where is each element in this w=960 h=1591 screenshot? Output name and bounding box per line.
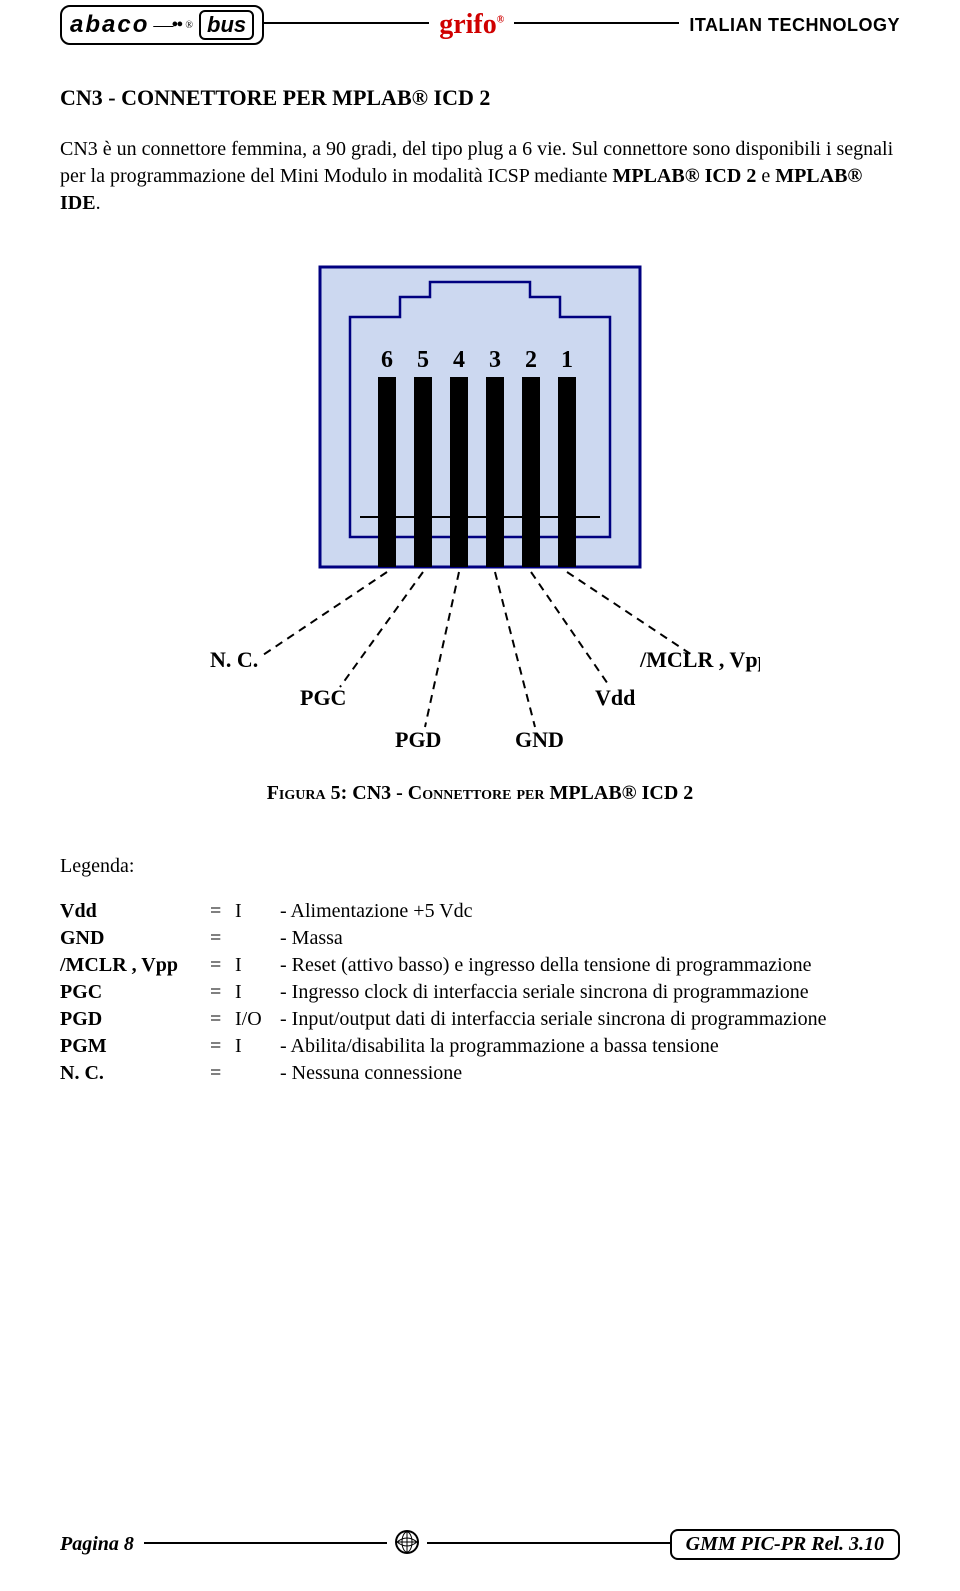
legend-desc: - Abilita/disabilita la programmazione a… [280,1033,900,1060]
logo-box: abaco —•• ® bus [60,5,264,45]
legend-desc: - Ingresso clock di interfaccia seriale … [280,979,900,1006]
legend-eq: = [210,898,235,925]
legend-eq: = [210,1006,235,1033]
figure-caption: Figura 5: CN3 - Connettore per MPLAB® IC… [60,782,900,805]
legend-signal: N. C. [60,1060,210,1087]
legend-io: I [235,979,280,1006]
legend-desc: - Alimentazione +5 Vdc [280,898,900,925]
label-pgd: PGD [395,727,441,752]
legend-desc: - Input/output dati di interfaccia seria… [280,1006,900,1033]
page-footer: Pagina 8 GMM PIC-PR Rel. 3.10 [60,1528,900,1561]
figure-caption-prefix: Figura 5: CN3 - Connettore per [267,782,545,804]
reg-mark-1: ® [185,20,193,31]
pin-num-3: 3 [489,347,501,373]
legend-row: PGC=I- Ingresso clock di interfaccia ser… [60,979,900,1006]
legend-eq: = [210,1033,235,1060]
legend-signal: PGC [60,979,210,1006]
legend-io [235,1060,280,1087]
globe-icon [393,1528,421,1556]
legend-desc: - Nessuna connessione [280,1060,900,1087]
label-vdd: Vdd [595,685,635,710]
label-group: N. C. PGC PGD GND Vdd /MCLR , Vpp [210,647,760,752]
legend-table: Vdd=I- Alimentazione +5 VdcGND=- Massa/M… [60,898,900,1087]
label-gnd: GND [515,727,564,752]
legend-signal: GND [60,925,210,952]
footer-doc: GMM PIC-PR Rel. 3.10 [670,1529,900,1560]
pin-num-1: 1 [561,347,573,373]
figure-caption-suffix: MPLAB® ICD 2 [544,782,693,804]
body-text: CN3 è un connettore femmina, a 90 gradi,… [60,136,900,217]
legend-signal: Vdd [60,898,210,925]
body-end: . [96,192,101,214]
label-mclr: /MCLR , Vpp [639,647,760,672]
legend-row: N. C.= - Nessuna connessione [60,1060,900,1087]
legend-io: I/O [235,1006,280,1033]
legend-eq: = [210,952,235,979]
legend-row: Vdd=I- Alimentazione +5 Vdc [60,898,900,925]
legend-eq: = [210,1060,235,1087]
body-mid: e [756,165,775,187]
logo-bus: bus [207,12,246,37]
logo-abaco: abaco [70,11,149,39]
legend-signal: PGM [60,1033,210,1060]
pin-num-6: 6 [381,347,393,373]
legend-eq: = [210,979,235,1006]
legend-eq: = [210,925,235,952]
connector-diagram: 6 5 4 3 2 1 N. C. PGC PGD GND [60,257,900,757]
legend-row: GND= - Massa [60,925,900,952]
reg-mark-2: ® [497,15,504,26]
label-pgc: PGC [300,685,346,710]
legend-io: I [235,1033,280,1060]
legend-io: I [235,898,280,925]
pin-num-5: 5 [417,347,429,373]
footer-globe [387,1528,427,1561]
logo-dots: —•• [153,14,181,37]
legend-io [235,925,280,952]
legend-desc: - Massa [280,925,900,952]
section-title: CN3 - CONNETTORE PER MPLAB® ICD 2 [60,85,900,111]
center-brand-text: grifo [439,9,497,40]
legend-signal: PGD [60,1006,210,1033]
legend-row: PGM=I- Abilita/disabilita la programmazi… [60,1033,900,1060]
legend-desc: - Reset (attivo basso) e ingresso della … [280,952,900,979]
center-brand: grifo® [429,9,514,41]
pin-num-2: 2 [525,347,537,373]
legend-io: I [235,952,280,979]
legend-row: /MCLR , Vpp=I- Reset (attivo basso) e in… [60,952,900,979]
right-brand: ITALIAN TECHNOLOGY [679,15,900,36]
footer-page: Pagina 8 [60,1533,144,1556]
pin-num-4: 4 [453,347,465,373]
legend-signal: /MCLR , Vpp [60,952,210,979]
connector-svg: 6 5 4 3 2 1 N. C. PGC PGD GND [200,257,760,757]
legend-row: PGD=I/O- Input/output dati di interfacci… [60,1006,900,1033]
legend-title: Legenda: [60,855,900,878]
label-nc: N. C. [210,647,258,672]
body-bold-1: MPLAB® ICD 2 [612,165,756,187]
page-header: abaco —•• ® bus grifo® ITALIAN TECHNOLOG… [60,0,900,50]
